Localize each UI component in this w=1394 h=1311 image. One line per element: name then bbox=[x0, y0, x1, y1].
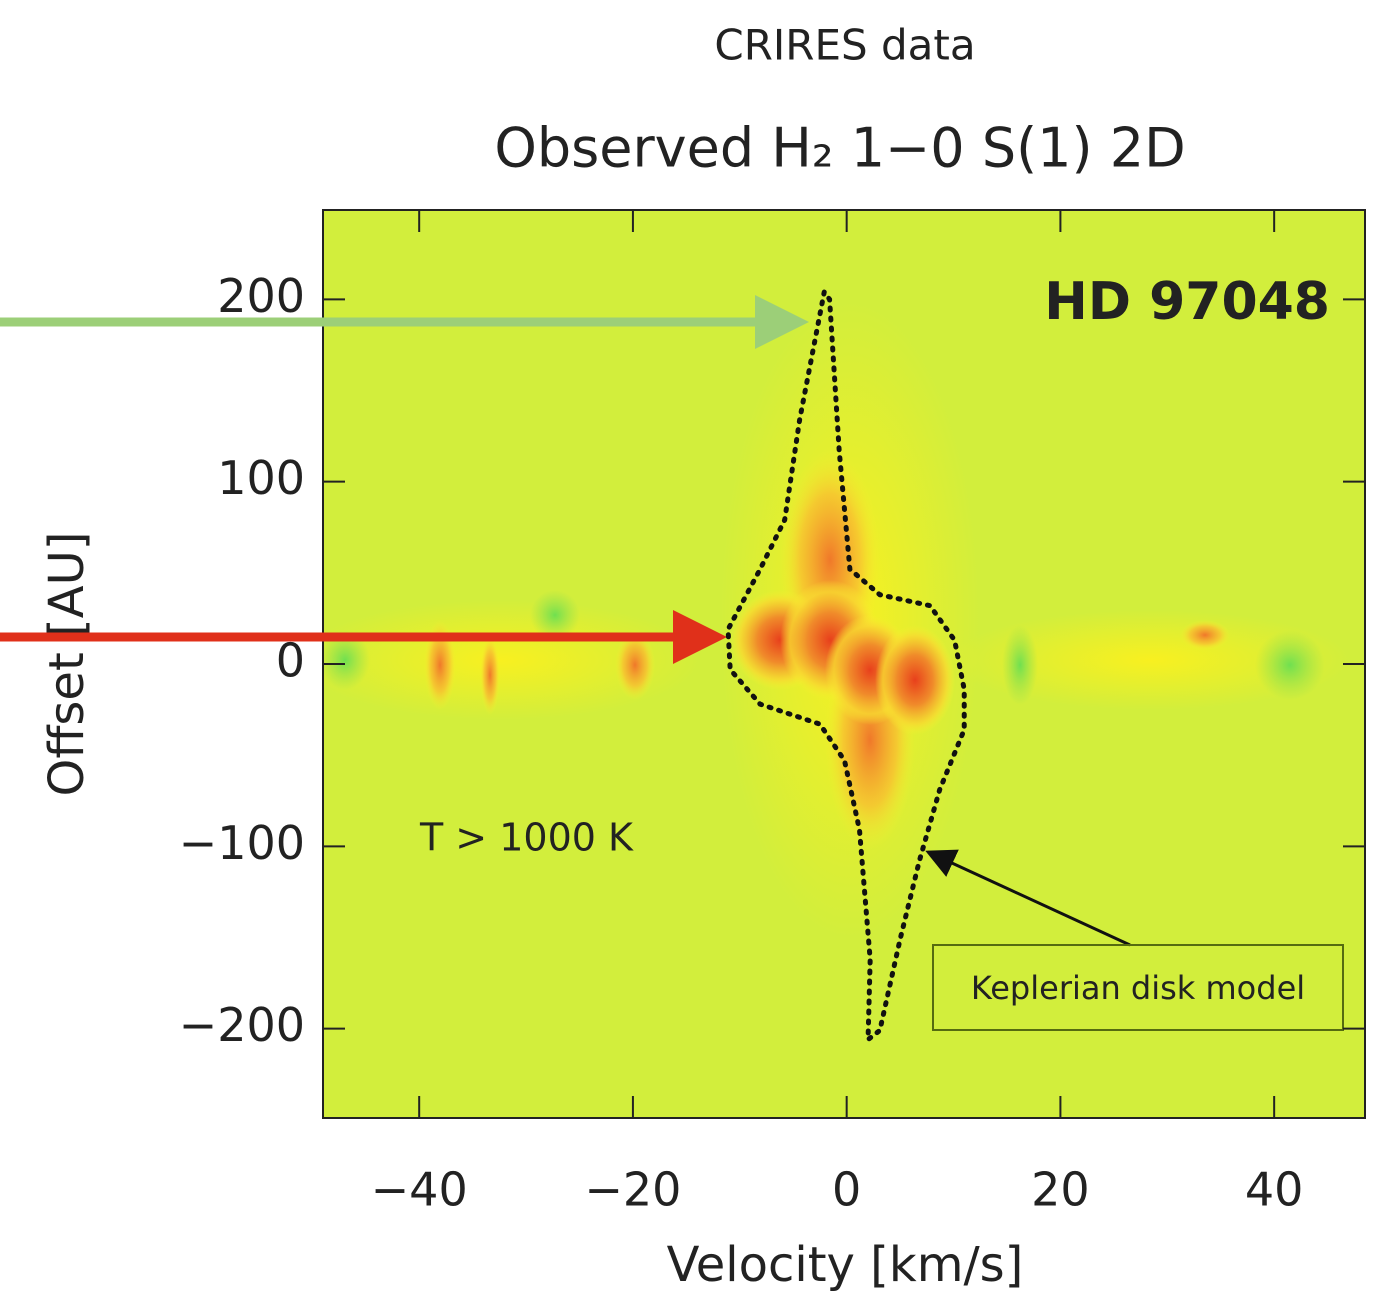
y-tick-label: 100 bbox=[217, 451, 305, 505]
temperature-note: T > 1000 K bbox=[419, 816, 634, 860]
x-tick-label: 20 bbox=[1031, 1163, 1090, 1217]
y-tick-label: 200 bbox=[217, 269, 305, 323]
x-tick-label: 0 bbox=[832, 1163, 861, 1217]
y-tick-label: −100 bbox=[179, 816, 305, 870]
chart-title: CRIRES data bbox=[714, 21, 975, 70]
chart-subtitle: Observed H₂ 1−0 S(1) 2D bbox=[494, 117, 1185, 180]
callout-arrow bbox=[925, 849, 1131, 947]
y-tick-label: −200 bbox=[179, 998, 305, 1052]
callout-label: Keplerian disk model bbox=[971, 969, 1305, 1007]
x-tick-label: 40 bbox=[1245, 1163, 1304, 1217]
x-axis-label: Velocity [km/s] bbox=[667, 1237, 1024, 1293]
y-tick-label: 0 bbox=[276, 634, 305, 688]
heatmap-background bbox=[323, 210, 1365, 1118]
x-tick-label: −40 bbox=[371, 1163, 468, 1217]
x-tick-label: −20 bbox=[584, 1163, 681, 1217]
model-contour bbox=[725, 289, 967, 1045]
target-label: HD 97048 bbox=[1044, 272, 1330, 332]
y-axis-label: Offset [AU] bbox=[39, 532, 95, 797]
callout-box bbox=[932, 944, 1344, 1031]
